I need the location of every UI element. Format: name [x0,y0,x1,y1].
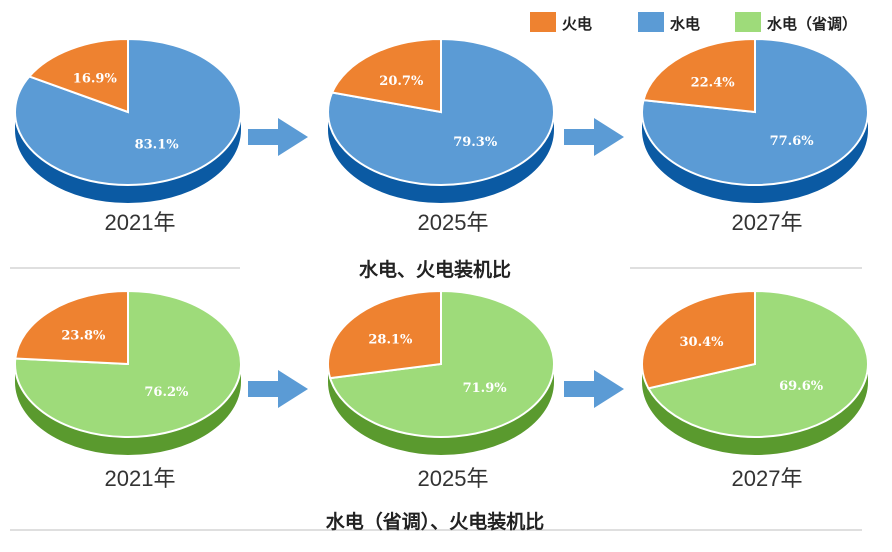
arrow-right-icon-r0-0 [248,118,308,156]
legend-swatch-2 [735,12,761,32]
year-label-r1-1: 2025年 [418,466,489,491]
slice-main-r1-1 [328,289,555,438]
label-main-r0-2: 77.6% [770,134,815,149]
slice-main-r0-2 [641,37,869,186]
pie-side-r0-0 [15,112,241,203]
label-thermal-r0-1: 20.7% [379,74,424,89]
pie-side-r1-2 [642,364,868,455]
slice-thermal-r0-0 [27,37,129,114]
year-label-r0-0: 2021年 [105,210,176,235]
slice-main-r1-2 [646,289,869,438]
slice-thermal-r0-2 [642,37,756,114]
slice-thermal-r0-1 [330,37,442,114]
label-main-r0-0: 83.1% [135,138,180,153]
slice-main-r1-0 [14,289,242,438]
legend-label-1: 水电 [670,15,700,33]
pie-side-r1-1 [328,364,554,455]
legend-swatch-0 [530,12,556,32]
section-title-2: 水电（省调）、火电装机比 [326,510,545,533]
label-main-r1-0: 76.2% [144,385,189,400]
pie-side-r0-2 [642,112,868,203]
labels: 水电、火电装机比 水电（省调）、火电装机比 [10,258,862,533]
pies: 16.9% 83.1% 2021年 20.7% 79.3% 2025年 22.4% 77.6%… [14,37,869,491]
arrow-right-icon-r0-1 [564,118,624,156]
legend-label-0: 火电 [562,15,592,33]
label-main-r1-2: 69.6% [779,379,824,394]
label-main-r1-1: 71.9% [463,381,508,396]
pie-r1-0: 23.8% 76.2% 2021年 [14,289,242,491]
pie-r0-1: 20.7% 79.3% 2025年 [327,37,555,235]
legend-swatch-1 [638,12,664,32]
year-label-r0-1: 2025年 [418,210,489,235]
year-label-r0-2: 2027年 [732,210,803,235]
pie-side-r0-1 [328,112,554,203]
legend-label-2: 水电（省调） [767,15,857,33]
year-label-r1-0: 2021年 [105,466,176,491]
arrows [248,118,624,408]
slice-thermal-r1-2 [641,289,756,390]
year-label-r1-2: 2027年 [732,466,803,491]
pie-side-r1-0 [15,364,241,455]
section-title-1: 水电、火电装机比 [359,258,511,281]
slice-thermal-r1-0 [14,289,129,366]
label-main-r0-1: 79.3% [453,135,498,150]
legend: 火电 水电 水电（省调） [530,12,857,33]
pie-r0-0: 16.9% 83.1% 2021年 [14,37,242,235]
arrow-right-icon-r1-1 [564,370,624,408]
pie-r1-2: 30.4% 69.6% 2027年 [641,289,869,491]
label-thermal-r1-1: 28.1% [368,333,413,348]
label-thermal-r1-0: 23.8% [61,329,106,344]
label-thermal-r0-2: 22.4% [691,75,736,90]
label-thermal-r0-0: 16.9% [73,71,118,86]
pie-r1-1: 28.1% 71.9% 2025年 [327,289,555,491]
label-thermal-r1-2: 30.4% [679,335,724,350]
arrow-right-icon-r1-0 [248,370,308,408]
pie-r0-2: 22.4% 77.6% 2027年 [641,37,869,235]
slice-thermal-r1-1 [327,289,442,380]
